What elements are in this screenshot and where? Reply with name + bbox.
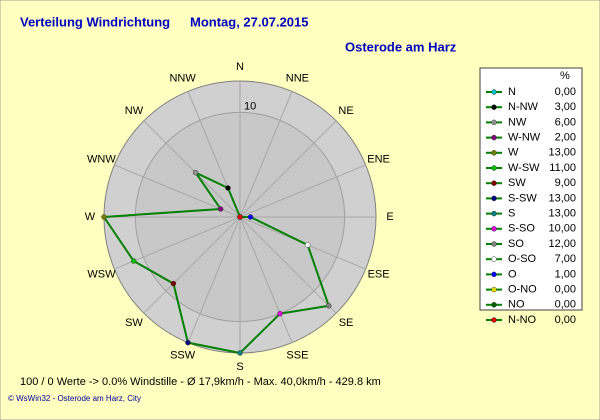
radar-point	[185, 339, 191, 346]
chart-subtitle: Osterode am Harz	[345, 39, 457, 54]
axis-label: SSE	[286, 349, 308, 361]
legend-marker	[491, 210, 497, 217]
legend-value: 7,00	[555, 253, 576, 265]
legend-title: %	[560, 70, 570, 82]
legend-marker	[491, 165, 497, 171]
legend-marker	[491, 302, 497, 308]
r-tick-label: 10	[244, 100, 256, 112]
axis-label: N	[236, 61, 244, 73]
radar-point	[130, 258, 137, 264]
legend-marker	[491, 317, 497, 323]
legend-label: NO	[508, 299, 525, 311]
spoke	[239, 216, 337, 314]
legend-label: N-NO	[508, 314, 537, 326]
legend-label: S	[508, 208, 515, 220]
axis-label: NE	[338, 105, 353, 117]
legend-marker	[491, 195, 497, 202]
copyright: © WsWin32 - Osterode am Harz, City	[8, 394, 141, 403]
spoke	[239, 164, 366, 218]
spoke	[239, 216, 293, 343]
spoke	[143, 120, 241, 218]
legend-label: O	[508, 268, 517, 280]
radar-point	[237, 214, 243, 220]
chart-date: Montag, 27.07.2015	[190, 14, 309, 29]
legend-value: 12,00	[548, 238, 576, 250]
legend-value: 3,00	[555, 101, 576, 113]
radar-point	[101, 214, 107, 220]
axis-label: S	[236, 361, 243, 373]
axis-label: SW	[125, 317, 143, 329]
legend-value: 0,00	[555, 314, 576, 326]
radar-line	[102, 170, 331, 355]
legend-label: S-SW	[508, 192, 537, 204]
legend-value: 0,00	[555, 299, 576, 311]
legend-marker	[491, 241, 497, 247]
legend-label: W-SW	[508, 162, 540, 174]
legend-value: 11,00	[549, 162, 576, 174]
footer: 100 / 0 Werte -> 0.0% Windstille - Ø 17,…	[20, 376, 381, 388]
legend-marker	[491, 119, 497, 126]
axis-label: W	[85, 211, 96, 223]
legend-marker	[491, 256, 497, 262]
axis-label: NNE	[286, 72, 309, 84]
radar-point	[237, 350, 243, 356]
legend-value: 10,00	[548, 223, 576, 235]
spoke	[239, 91, 293, 218]
legend-value: 0,00	[555, 284, 576, 296]
radar-point	[170, 280, 177, 287]
axis-label: ENE	[367, 154, 390, 166]
axis-label: WSW	[87, 268, 116, 280]
axis-label: SE	[339, 317, 354, 329]
radar-point	[225, 185, 231, 191]
axis-label: SSW	[170, 349, 196, 361]
legend-label: W-NW	[508, 132, 541, 144]
radar-point	[304, 242, 311, 248]
legend-marker	[491, 89, 497, 95]
legend-marker	[491, 226, 497, 232]
legend-value: 13,00	[548, 192, 576, 204]
chart-title: Verteilung Windrichtung	[20, 14, 170, 29]
radar-point	[247, 214, 254, 220]
legend-value: 13,00	[548, 147, 576, 159]
legend-label: S-SO	[508, 223, 535, 235]
radar-point	[277, 310, 283, 317]
legend-marker	[491, 104, 497, 110]
axis-label: ESE	[368, 268, 390, 280]
legend-label: NW	[508, 116, 527, 128]
legend-value: 2,00	[555, 132, 576, 144]
axis-label: NNW	[169, 72, 196, 84]
legend-label: O-SO	[508, 253, 537, 265]
legend-value: 6,00	[555, 116, 576, 128]
radar-point	[192, 169, 199, 176]
legend	[479, 67, 583, 311]
legend-marker	[491, 271, 497, 278]
spoke	[143, 216, 241, 314]
legend-value: 0,00	[555, 86, 576, 98]
legend-value: 9,00	[555, 177, 576, 189]
legend-label: SO	[508, 238, 524, 250]
legend-label: SW	[508, 177, 526, 189]
legend-marker	[491, 150, 497, 156]
legend-label: N	[508, 86, 516, 98]
axis-label: E	[386, 211, 393, 223]
axis-label: WNW	[87, 154, 116, 166]
legend-marker	[491, 180, 497, 186]
legend-label: W	[508, 147, 519, 159]
radar-point	[217, 206, 224, 212]
legend-label: O-NO	[508, 284, 537, 296]
legend-value: 13,00	[548, 208, 576, 220]
legend-marker	[491, 286, 497, 293]
axis-label: NW	[125, 105, 144, 117]
legend-value: 1,00	[555, 268, 576, 280]
spoke	[239, 120, 337, 218]
spoke	[187, 216, 241, 343]
legend-marker	[491, 134, 497, 141]
legend-label: N-NW	[508, 101, 539, 113]
radar-point	[326, 303, 332, 309]
